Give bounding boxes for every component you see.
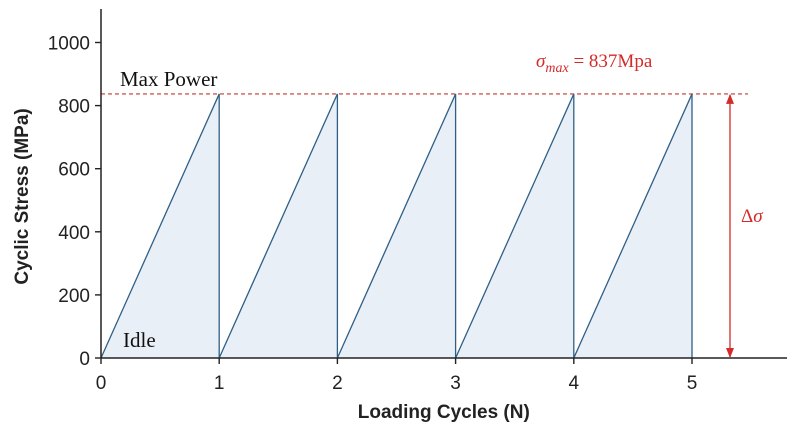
x-tick-label-1: 1 <box>214 373 225 394</box>
delta-sigma-label: Δσ <box>741 206 763 227</box>
delta-sigma-arrowhead-bottom <box>726 348 734 358</box>
max-power-label: Max Power <box>120 67 217 91</box>
y-tick-label-600: 600 <box>58 160 90 181</box>
x-tick-label-5: 5 <box>687 373 698 394</box>
axes <box>100 8 692 359</box>
loading-ramp-3 <box>336 93 457 359</box>
x-axis-title: Loading Cycles (N) <box>358 402 530 423</box>
delta-sigma-arrowhead-top <box>726 93 734 104</box>
loading-ramp-5 <box>573 93 693 359</box>
x-tick-label-3: 3 <box>450 373 461 394</box>
y-tick-label-800: 800 <box>58 97 90 118</box>
sigma-max-label: σmax = 837Mpa <box>536 51 653 76</box>
loading-ramp-4 <box>455 93 575 359</box>
y-tick-label-400: 400 <box>58 223 90 244</box>
series-lines <box>100 93 693 359</box>
y-tick-label-200: 200 <box>58 286 90 307</box>
y-ticks: 0 200 400 600 800 1000 <box>48 34 101 370</box>
idle-label: Idle <box>123 328 156 352</box>
y-tick-label-1000: 1000 <box>48 34 90 55</box>
x-tick-label-0: 0 <box>96 373 107 394</box>
x-ticks: 0 1 2 3 4 5 <box>96 358 698 394</box>
loading-ramp-1 <box>100 93 220 359</box>
x-tick-label-2: 2 <box>332 373 343 394</box>
y-tick-label-0: 0 <box>79 349 90 370</box>
loading-ramp-2 <box>218 93 338 359</box>
delta-sigma-arrow <box>726 93 734 358</box>
y-axis-title: Cyclic Stress (MPa) <box>12 108 33 284</box>
x-tick-label-4: 4 <box>569 373 580 394</box>
